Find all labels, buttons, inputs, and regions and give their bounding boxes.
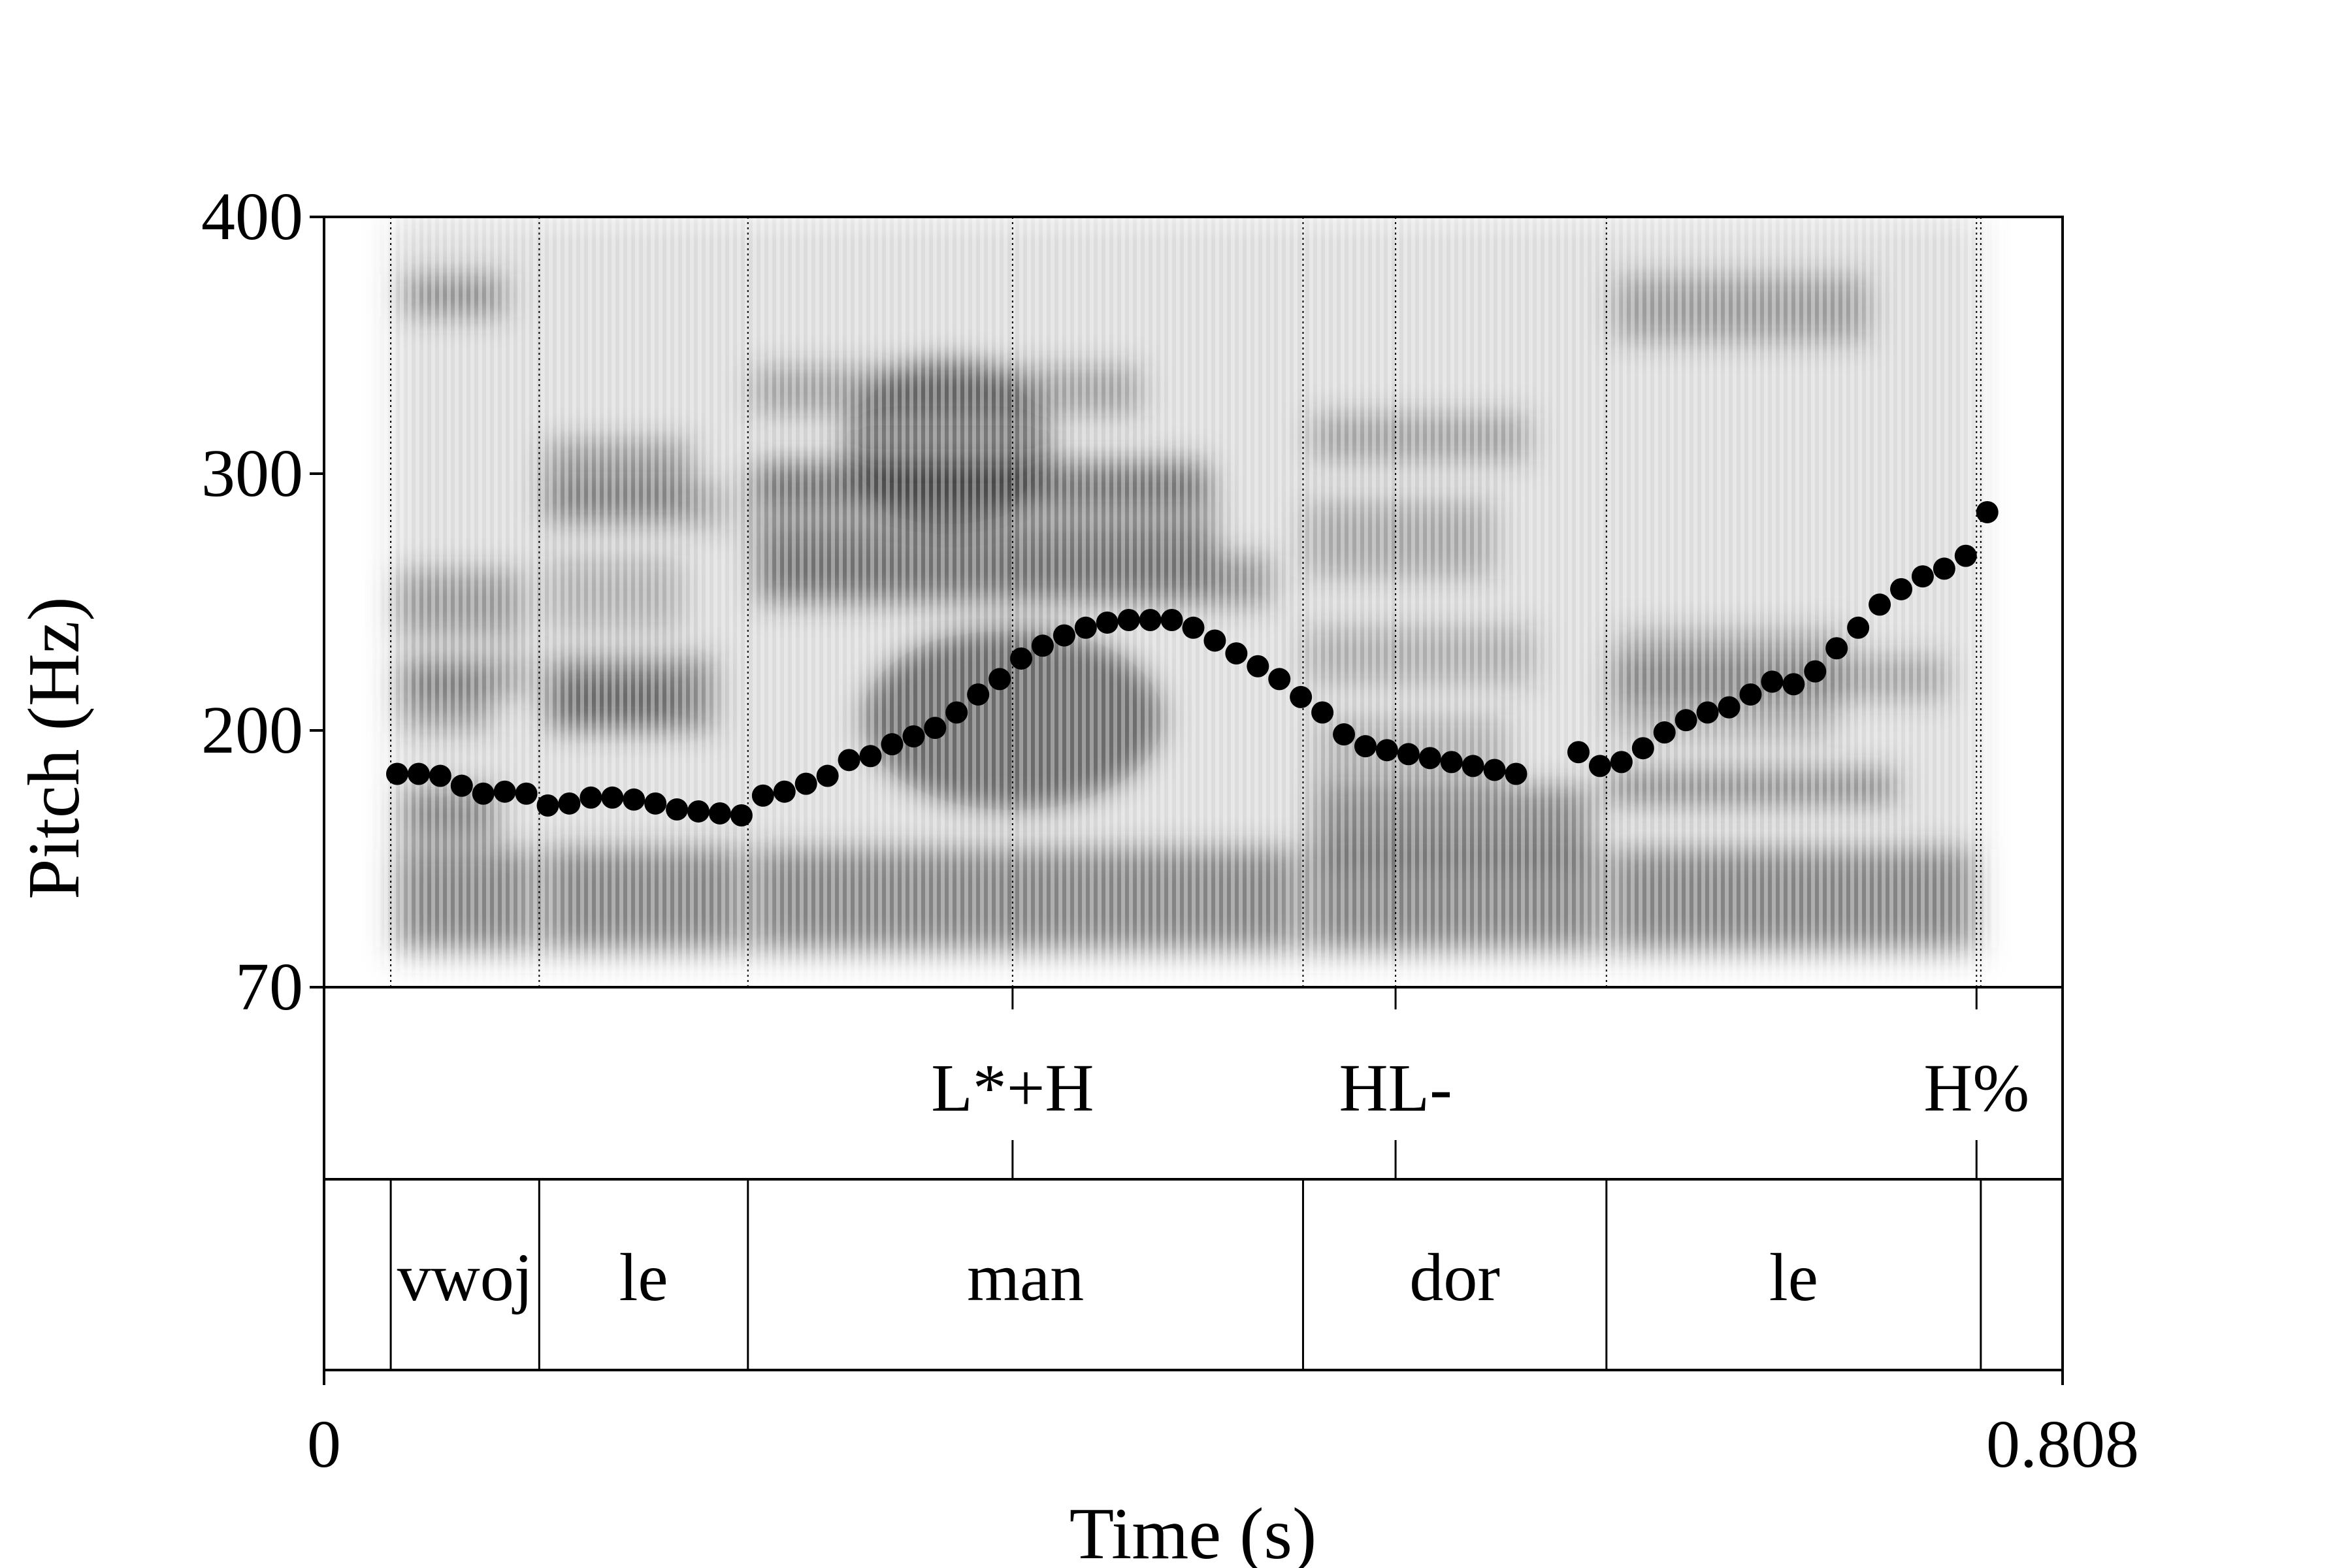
- x-tick-label-start: 0: [307, 1407, 341, 1482]
- word-label: le: [1769, 1240, 1818, 1315]
- pitch-point: [1031, 634, 1054, 657]
- pitch-point: [902, 725, 925, 748]
- pitch-point: [1440, 751, 1463, 774]
- word-label: man: [967, 1240, 1084, 1315]
- pitch-point: [1290, 685, 1313, 708]
- pitch-point: [385, 762, 408, 785]
- pitch-point: [1825, 637, 1848, 660]
- pitch-point: [1010, 647, 1033, 670]
- pitch-point: [1869, 593, 1891, 616]
- pitch-point: [1053, 624, 1075, 647]
- pitch-point: [1847, 616, 1870, 639]
- pitch-point: [988, 668, 1011, 691]
- pitch-point: [1696, 701, 1719, 724]
- pitch-point: [407, 762, 430, 785]
- pitch-point: [730, 804, 753, 826]
- pitch-point: [1074, 616, 1097, 639]
- pitch-point: [1483, 759, 1506, 781]
- pitch-point: [1354, 735, 1377, 758]
- y-axis: 400 300 200 70: [201, 179, 324, 1024]
- pitch-point: [1610, 751, 1633, 774]
- pitch-point: [1782, 673, 1805, 696]
- pitch-point: [1954, 544, 1977, 567]
- pitch-point: [429, 764, 451, 787]
- pitch-point: [1418, 747, 1441, 770]
- pitch-point: [1933, 557, 1955, 580]
- pitch-point: [687, 800, 710, 823]
- x-tick-label-end: 0.808: [1986, 1407, 2139, 1482]
- pitch-point: [967, 683, 990, 706]
- pitch-point: [1567, 741, 1590, 764]
- pitch-track: [385, 500, 1999, 826]
- pitch-point: [1911, 565, 1934, 588]
- x-axis: 0 0.808 Time (s): [307, 1370, 2139, 1568]
- pitch-point: [644, 792, 667, 815]
- word-label: vwoj: [397, 1240, 533, 1315]
- pitch-point: [1311, 701, 1334, 724]
- pitch-point: [1182, 616, 1205, 639]
- pitch-point: [450, 774, 473, 797]
- tone-tier: L*+H HL- H%: [931, 987, 2029, 1179]
- pitch-point: [601, 786, 624, 809]
- pitch-point: [1397, 743, 1420, 766]
- pitch-point: [881, 733, 904, 756]
- pitch-point: [536, 794, 559, 817]
- pitch-point: [945, 701, 968, 724]
- y-axis-label: Pitch (Hz): [14, 596, 95, 899]
- pitch-point: [816, 764, 839, 787]
- pitch-point: [558, 792, 581, 815]
- word-tier: vwoj le man dor le: [397, 1240, 1818, 1315]
- pitch-point: [924, 717, 947, 740]
- pitch-point: [794, 772, 817, 795]
- tone-label: L*+H: [931, 1051, 1094, 1126]
- pitch-point: [859, 745, 882, 768]
- pitch-point: [666, 798, 689, 821]
- pitch-point: [1247, 655, 1269, 678]
- pitch-point: [1117, 609, 1140, 632]
- pitch-point: [1631, 737, 1654, 760]
- pitch-point: [1761, 670, 1784, 693]
- pitch-point: [1462, 755, 1484, 777]
- pitch-point: [580, 786, 602, 809]
- spectrogram: [324, 217, 2063, 987]
- pitch-point: [1653, 721, 1676, 744]
- tone-label: H%: [1923, 1051, 2029, 1126]
- pitch-point: [1333, 723, 1356, 746]
- pitch-point: [773, 780, 796, 803]
- pitch-point: [708, 802, 731, 825]
- pitch-point: [1718, 696, 1740, 719]
- pitch-point: [1505, 762, 1527, 785]
- pitch-point: [1139, 609, 1162, 632]
- y-tick-label: 300: [201, 436, 303, 511]
- plot-frame: [323, 216, 2064, 1371]
- pitch-point: [1160, 609, 1183, 632]
- pitch-point: [1588, 755, 1611, 777]
- y-tick-label: 200: [201, 693, 303, 768]
- pitch-point: [1739, 683, 1762, 706]
- pitch-point: [623, 788, 645, 811]
- pitch-point: [1203, 629, 1226, 652]
- pitch-point: [1804, 660, 1827, 683]
- pitch-point: [515, 782, 538, 805]
- pitch-point: [838, 749, 860, 772]
- pitch-point: [493, 780, 516, 803]
- word-label: dor: [1409, 1240, 1500, 1315]
- pitch-point: [751, 784, 774, 807]
- pitch-point: [1674, 709, 1697, 732]
- tone-label: HL-: [1339, 1051, 1452, 1126]
- pitch-point: [1096, 611, 1119, 634]
- pitch-point: [472, 782, 495, 805]
- pitch-point: [1225, 642, 1248, 665]
- boundary-lines: [389, 217, 1982, 1370]
- y-tick-label: 70: [235, 949, 303, 1024]
- pitch-point: [1890, 578, 1913, 600]
- y-tick-label: 400: [201, 179, 303, 254]
- x-axis-label: Time (s): [1070, 1494, 1317, 1568]
- pitch-point: [1375, 739, 1398, 762]
- pitch-point: [1268, 668, 1291, 691]
- pitch-point: [1976, 500, 1999, 523]
- word-label: le: [619, 1240, 668, 1315]
